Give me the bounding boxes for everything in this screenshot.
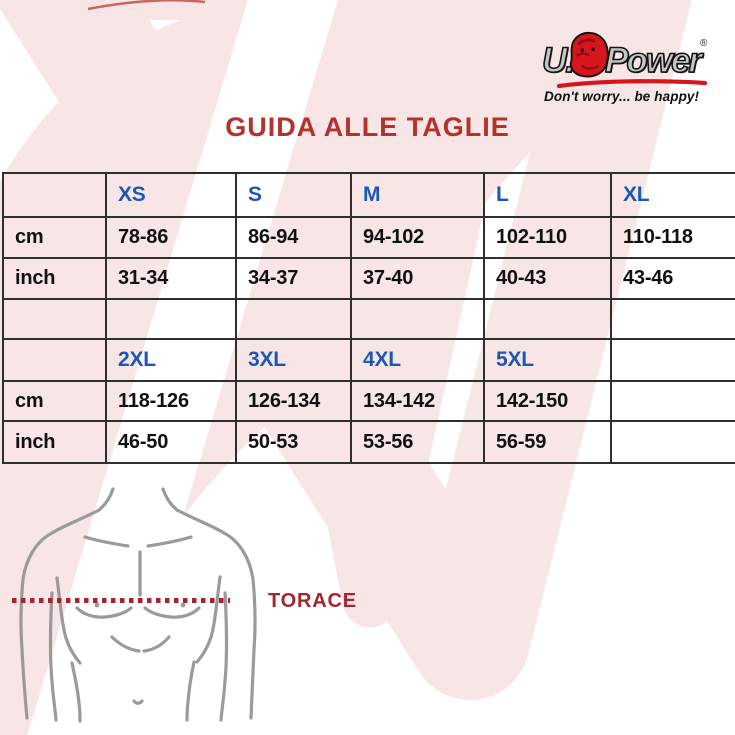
row-label-cm: cm — [2, 380, 107, 422]
value-cell: 126-134 — [235, 380, 352, 422]
empty-cell — [235, 298, 352, 340]
size-cell-xl: XL — [610, 172, 735, 218]
left-shoulder-arm-line — [19, 508, 101, 720]
value-cell: 50-53 — [235, 420, 352, 464]
chest-measure-dotted-line — [12, 598, 230, 603]
size-cell-m: M — [350, 172, 485, 218]
left-clavicle-line — [83, 535, 130, 548]
row-label-inch: inch — [2, 257, 107, 300]
left-nipple-dot — [94, 602, 100, 608]
right-inner-arm-line — [219, 591, 229, 722]
logo-tagline: Don't worry... be happy! — [544, 89, 700, 104]
size-header-row-2: 2XL 3XL 4XL 5XL — [2, 338, 735, 382]
torso-illustration — [19, 487, 257, 723]
right-clavicle-line — [146, 535, 193, 548]
empty-cell — [610, 298, 735, 340]
value-cell: 86-94 — [235, 216, 352, 259]
empty-cell — [610, 380, 735, 422]
cm-row-1: cm 78-86 86-94 94-102 102-110 110-118 — [2, 216, 735, 259]
right-armpit-line — [195, 575, 222, 664]
logo-wordmark: U. Power ® — [541, 31, 722, 86]
right-nipple-dot — [180, 602, 186, 608]
registered-mark: ® — [700, 38, 708, 49]
right-rib-curve — [142, 635, 171, 653]
empty-cell — [483, 298, 612, 340]
value-cell: 102-110 — [483, 216, 612, 259]
u-power-logo: U. Power ® Don't worry... be happy! — [541, 31, 722, 104]
left-pec-curve — [75, 606, 133, 619]
left-waist-line — [70, 661, 82, 723]
left-inner-arm-line — [48, 591, 58, 722]
value-cell: 34-37 — [235, 257, 352, 300]
logo-underline-swoosh — [556, 79, 708, 88]
size-cell-5xl: 5XL — [483, 338, 612, 382]
value-cell: 142-150 — [483, 380, 612, 422]
watermark-red-edge — [87, 0, 206, 11]
value-cell: 31-34 — [105, 257, 237, 300]
left-armpit-line — [55, 576, 82, 665]
navel-mark — [132, 699, 144, 705]
neck-right-line — [161, 487, 179, 512]
value-cell: 118-126 — [105, 380, 237, 422]
spacer-row — [2, 298, 735, 340]
empty-cell — [350, 298, 485, 340]
empty-cell — [610, 420, 735, 464]
left-rib-curve — [110, 635, 141, 653]
value-cell: 110-118 — [610, 216, 735, 259]
size-cell-l: L — [483, 172, 612, 218]
chest-label: TORACE — [268, 590, 357, 612]
page-title: GUIDA ALLE TAGLIE — [225, 112, 510, 142]
empty-cell — [610, 338, 735, 382]
value-cell: 43-46 — [610, 257, 735, 300]
size-cell-s: S — [235, 172, 352, 218]
empty-cell — [2, 298, 107, 340]
size-header-row-1: XS S M L XL — [2, 172, 735, 218]
value-cell: 56-59 — [483, 420, 612, 464]
inch-row-1: inch 31-34 34-37 37-40 40-43 43-46 — [2, 257, 735, 300]
neck-left-line — [97, 487, 115, 512]
right-waist-line — [185, 660, 196, 722]
value-cell: 40-43 — [483, 257, 612, 300]
size-cell-4xl: 4XL — [350, 338, 485, 382]
inch-row-2: inch 46-50 50-53 53-56 56-59 — [2, 420, 735, 464]
value-cell: 94-102 — [350, 216, 485, 259]
value-cell: 78-86 — [105, 216, 237, 259]
logo-text-power: Power — [604, 40, 703, 80]
value-cell: 37-40 — [350, 257, 485, 300]
right-shoulder-arm-line — [175, 508, 257, 720]
cm-row-2: cm 118-126 126-134 134-142 142-150 — [2, 380, 735, 422]
size-cell-3xl: 3XL — [235, 338, 352, 382]
row-label-inch: inch — [2, 420, 107, 464]
row-label-cm: cm — [2, 216, 107, 259]
empty-cell — [105, 298, 237, 340]
gorilla-head-icon — [569, 31, 609, 78]
size-cell-2xl: 2XL — [105, 338, 237, 382]
value-cell: 53-56 — [350, 420, 485, 464]
size-table: XS S M L XL cm 78-86 86-94 94-102 102-11… — [2, 172, 735, 464]
value-cell: 46-50 — [105, 420, 237, 464]
right-pec-curve — [143, 606, 201, 619]
size-cell-xs: XS — [105, 172, 237, 218]
corner-cell — [2, 172, 107, 218]
logo-text-u: U. — [541, 40, 576, 80]
corner-cell — [2, 338, 107, 382]
value-cell: 134-142 — [350, 380, 485, 422]
